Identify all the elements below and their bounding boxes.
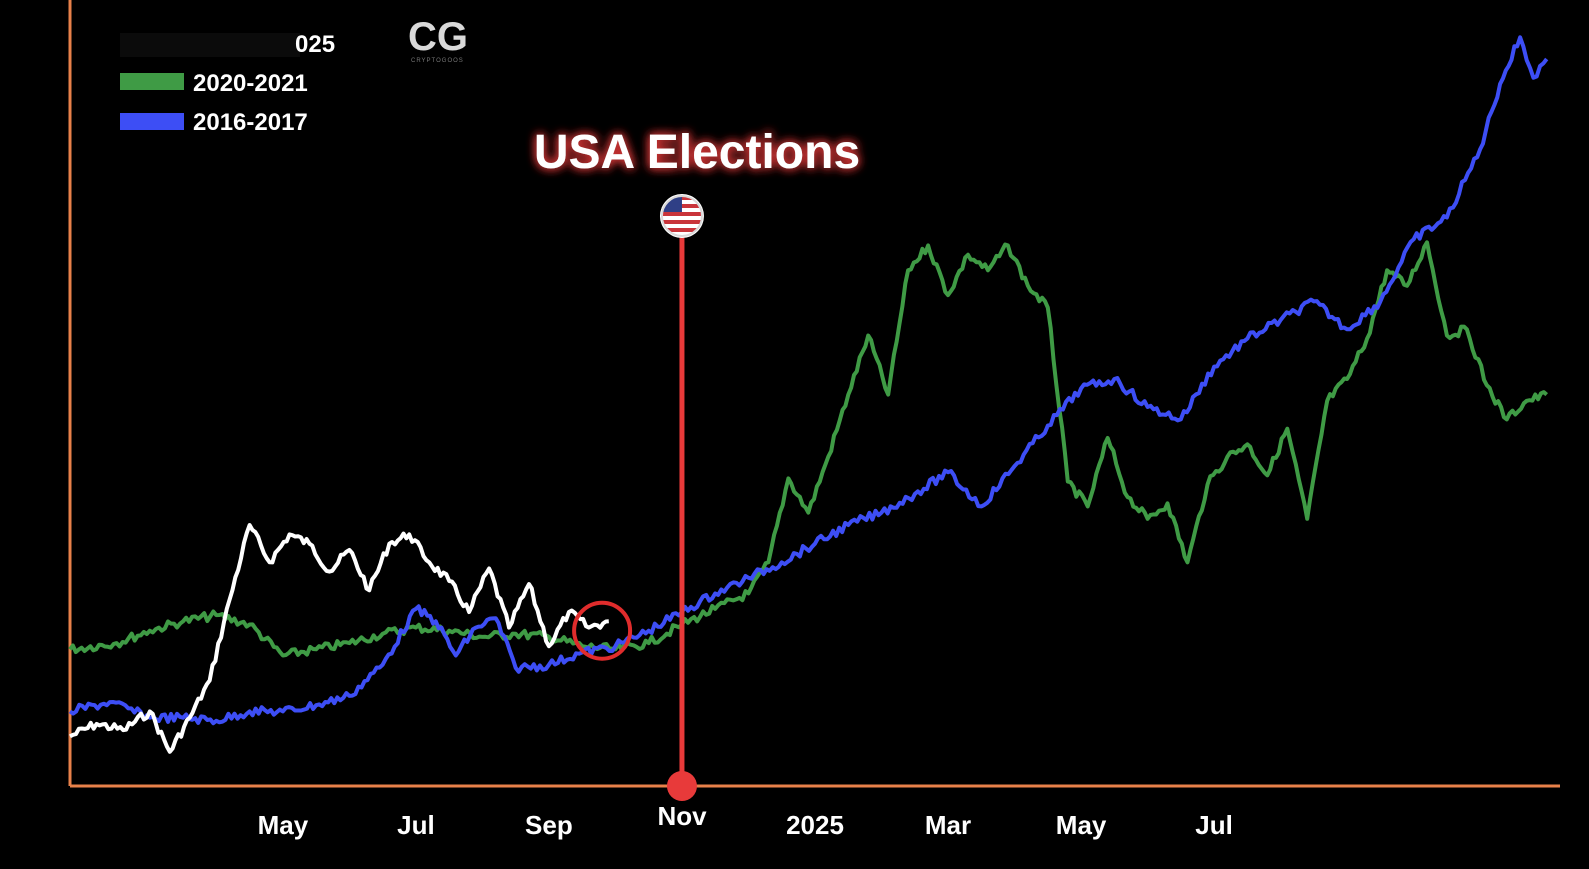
x-tick-label: May [1056, 810, 1107, 840]
legend-item-2020-2021: 2020-2021 [120, 70, 308, 97]
series-layer [68, 35, 1549, 754]
x-tick-label: Jul [397, 810, 435, 840]
x-tick-label: May [258, 810, 309, 840]
highlight-circle [572, 600, 633, 661]
us-flag-icon [659, 194, 704, 238]
legend-item-2024-2025: 025 [120, 31, 335, 58]
axes [68, 0, 1560, 788]
legend-swatch-green [120, 73, 184, 90]
x-tick-label: Nov [657, 801, 707, 831]
logo-mark: CG [408, 15, 468, 59]
x-tick-labels: May Jul Sep Nov 2025 Mar May Jul [258, 801, 1233, 840]
x-tick-label: 2025 [786, 810, 844, 840]
legend: 025 2020-2021 2016-2017 [120, 31, 335, 136]
legend-label: 025 [295, 31, 335, 58]
x-tick-label: Jul [1195, 810, 1233, 840]
x-tick-label: Sep [525, 810, 573, 840]
legend-item-2016-2017: 2016-2017 [120, 109, 308, 136]
series-line-2020-2021 [68, 240, 1549, 658]
x-tick-label: Mar [925, 810, 971, 840]
series-line-2016-2017 [68, 35, 1549, 726]
annotation-label: USA Elections [534, 126, 860, 179]
legend-swatch-white [120, 33, 300, 57]
series-line-2024-2025 [69, 523, 609, 754]
legend-swatch-blue [120, 113, 184, 130]
logo: CG CRYPTOGOOS [408, 15, 468, 64]
legend-label: 2016-2017 [193, 109, 308, 136]
election-marker: USA Elections [534, 126, 860, 801]
legend-label: 2020-2021 [193, 70, 308, 97]
logo-caption: CRYPTOGOOS [411, 58, 464, 64]
election-marker-dot [666, 771, 697, 801]
